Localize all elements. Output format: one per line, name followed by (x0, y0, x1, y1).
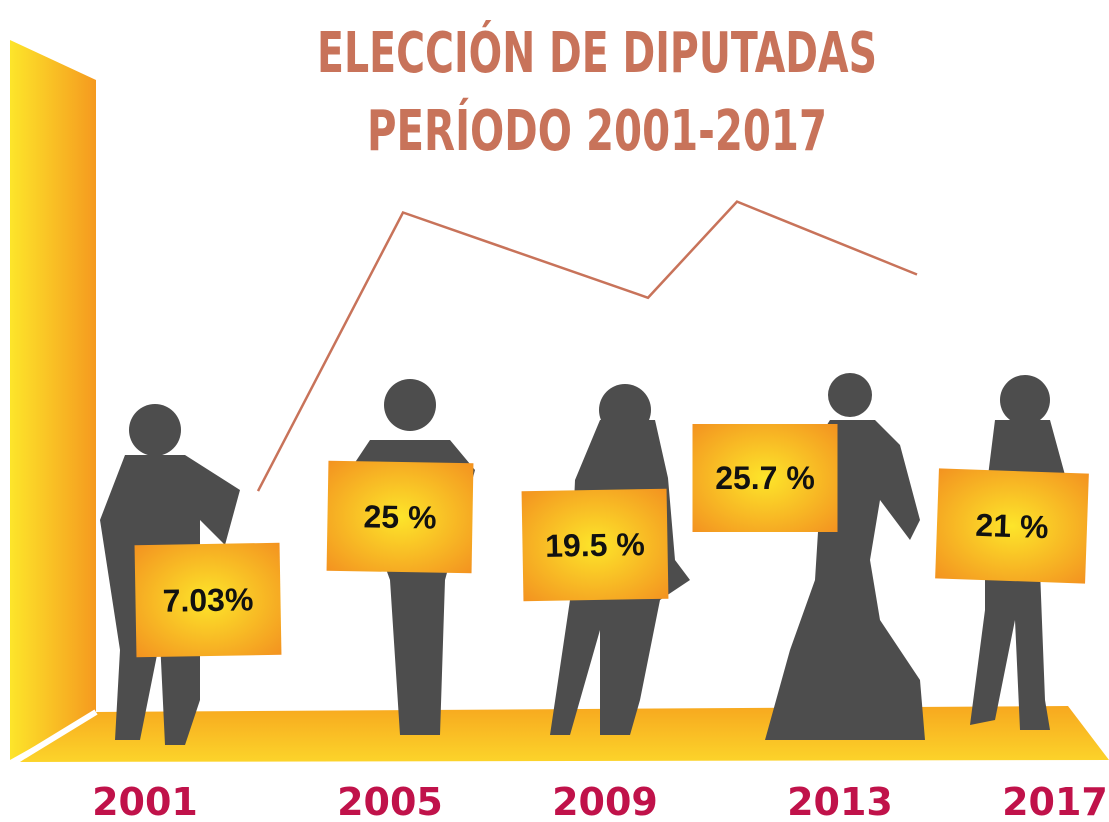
card: 21 % (935, 468, 1089, 583)
card: 19.5 % (522, 489, 669, 602)
x-tick-label: 2017 (1002, 780, 1108, 822)
chart: ELECCIÓN DE DIPUTADAS PERÍODO 2001-2017 … (0, 0, 1109, 822)
figure-head (1000, 375, 1050, 425)
figure-head (384, 379, 436, 431)
figure-head (129, 404, 181, 456)
card: 25 % (327, 461, 474, 574)
x-tick-label: 2001 (92, 780, 198, 822)
x-tick-label: 2005 (337, 780, 443, 822)
value-label: 21 % (975, 507, 1049, 546)
value-label: 25.7 % (715, 460, 815, 496)
chart-title: ELECCIÓN DE DIPUTADAS (317, 21, 877, 86)
x-tick-label: 2009 (552, 780, 658, 822)
value-label: 19.5 % (545, 526, 645, 564)
value-label: 25 % (363, 498, 437, 535)
card: 25.7 % (693, 424, 838, 532)
card: 7.03% (135, 543, 282, 658)
x-tick-label: 2013 (787, 780, 893, 822)
value-label: 7.03% (162, 581, 253, 619)
figure-head (828, 373, 872, 417)
wall (10, 40, 96, 760)
chart-title: PERÍODO 2001-2017 (367, 98, 827, 164)
